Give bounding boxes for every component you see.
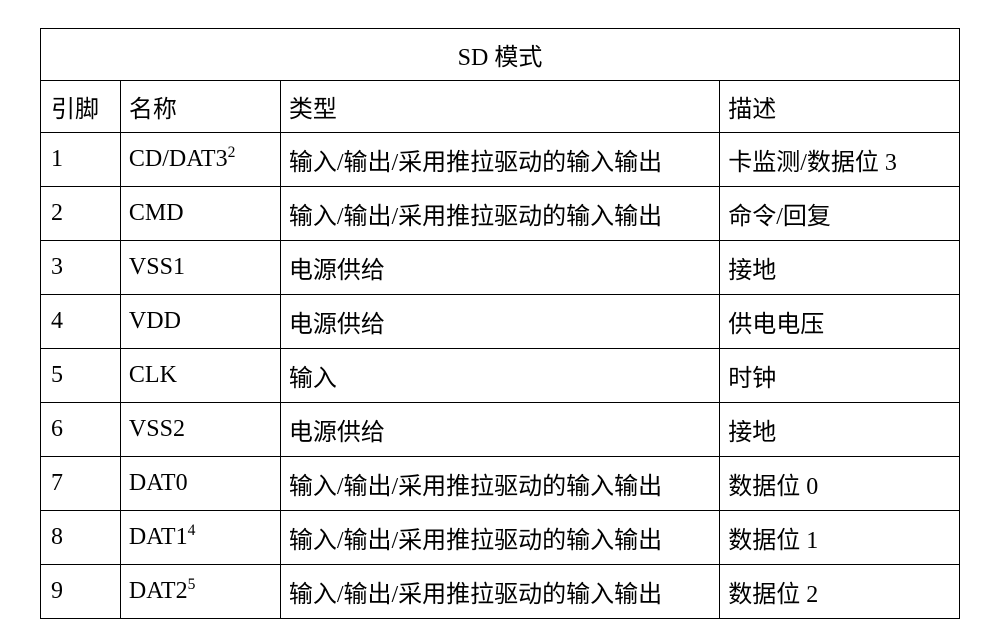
col-header-desc: 描述	[720, 81, 960, 133]
cell-name-base: VDD	[129, 308, 181, 334]
page: SD 模式 引脚 名称 类型 描述 1CD/DAT32输入/输出/采用推拉驱动的…	[0, 0, 1000, 644]
cell-name-base: DAT0	[129, 470, 188, 496]
col-header-pin: 引脚	[41, 81, 121, 133]
col-header-name-label: 名称	[129, 97, 177, 123]
cell-name: DAT25	[120, 565, 280, 619]
cell-type: 输入/输出/采用推拉驱动的输入输出	[280, 457, 719, 511]
table-row: 6 VSS2 电源供给接地	[41, 403, 960, 457]
table-title: SD 模式	[458, 45, 543, 71]
cell-name-base: DAT1	[129, 524, 188, 550]
cell-pin: 4	[41, 295, 121, 349]
table-title-row: SD 模式	[41, 29, 960, 81]
cell-pin: 1	[41, 133, 121, 187]
col-header-pin-label: 引脚	[51, 97, 99, 123]
cell-name: DAT0	[120, 457, 280, 511]
cell-desc: 卡监测/数据位 3	[720, 133, 960, 187]
cell-name: VDD	[120, 295, 280, 349]
cell-pin: 7	[41, 457, 121, 511]
table-row: 8DAT14输入/输出/采用推拉驱动的输入输出数据位 1	[41, 511, 960, 565]
cell-desc: 接地	[720, 403, 960, 457]
cell-pin: 2	[41, 187, 121, 241]
cell-desc: 数据位 2	[720, 565, 960, 619]
table-row: 4 VDD 电源供给供电电压	[41, 295, 960, 349]
cell-name: CMD	[120, 187, 280, 241]
col-header-desc-label: 描述	[728, 97, 776, 123]
cell-name-sup: 4	[188, 522, 196, 539]
cell-name-base: CLK	[129, 362, 177, 388]
cell-name: DAT14	[120, 511, 280, 565]
col-header-type-label: 类型	[289, 97, 337, 123]
cell-pin: 6	[41, 403, 121, 457]
cell-desc: 供电电压	[720, 295, 960, 349]
sd-mode-table: SD 模式 引脚 名称 类型 描述 1CD/DAT32输入/输出/采用推拉驱动的…	[40, 28, 960, 619]
cell-type: 输入/输出/采用推拉驱动的输入输出	[280, 511, 719, 565]
cell-type: 电源供给	[280, 403, 719, 457]
cell-name: CD/DAT32	[120, 133, 280, 187]
cell-type: 电源供给	[280, 241, 719, 295]
col-header-type: 类型	[280, 81, 719, 133]
cell-type: 输入/输出/采用推拉驱动的输入输出	[280, 187, 719, 241]
cell-type: 输入	[280, 349, 719, 403]
col-header-name: 名称	[120, 81, 280, 133]
cell-name: VSS1	[120, 241, 280, 295]
cell-pin: 8	[41, 511, 121, 565]
cell-desc: 命令/回复	[720, 187, 960, 241]
table-row: 7 DAT0 输入/输出/采用推拉驱动的输入输出数据位 0	[41, 457, 960, 511]
cell-desc: 接地	[720, 241, 960, 295]
table-row: 3 VSS1 电源供给接地	[41, 241, 960, 295]
cell-name-sup: 5	[188, 576, 196, 593]
table-row: 5 CLK 输入时钟	[41, 349, 960, 403]
cell-type: 输入/输出/采用推拉驱动的输入输出	[280, 565, 719, 619]
cell-name: CLK	[120, 349, 280, 403]
table-row: 2 CMD 输入/输出/采用推拉驱动的输入输出命令/回复	[41, 187, 960, 241]
cell-name-base: VSS1	[129, 254, 185, 280]
cell-name-base: VSS2	[129, 416, 185, 442]
cell-name-base: DAT2	[129, 578, 188, 604]
cell-desc: 时钟	[720, 349, 960, 403]
cell-type: 电源供给	[280, 295, 719, 349]
table-body: 1CD/DAT32输入/输出/采用推拉驱动的输入输出卡监测/数据位 32CMD输…	[41, 133, 960, 619]
cell-name-sup: 2	[228, 144, 236, 161]
cell-name: VSS2	[120, 403, 280, 457]
table-row: 1CD/DAT32输入/输出/采用推拉驱动的输入输出卡监测/数据位 3	[41, 133, 960, 187]
table-title-cell: SD 模式	[41, 29, 960, 81]
cell-type: 输入/输出/采用推拉驱动的输入输出	[280, 133, 719, 187]
cell-pin: 3	[41, 241, 121, 295]
cell-desc: 数据位 0	[720, 457, 960, 511]
cell-desc: 数据位 1	[720, 511, 960, 565]
cell-pin: 9	[41, 565, 121, 619]
table-row: 9DAT25输入/输出/采用推拉驱动的输入输出数据位 2	[41, 565, 960, 619]
table-header-row: 引脚 名称 类型 描述	[41, 81, 960, 133]
cell-pin: 5	[41, 349, 121, 403]
cell-name-base: CD/DAT3	[129, 146, 228, 172]
cell-name-base: CMD	[129, 200, 184, 226]
